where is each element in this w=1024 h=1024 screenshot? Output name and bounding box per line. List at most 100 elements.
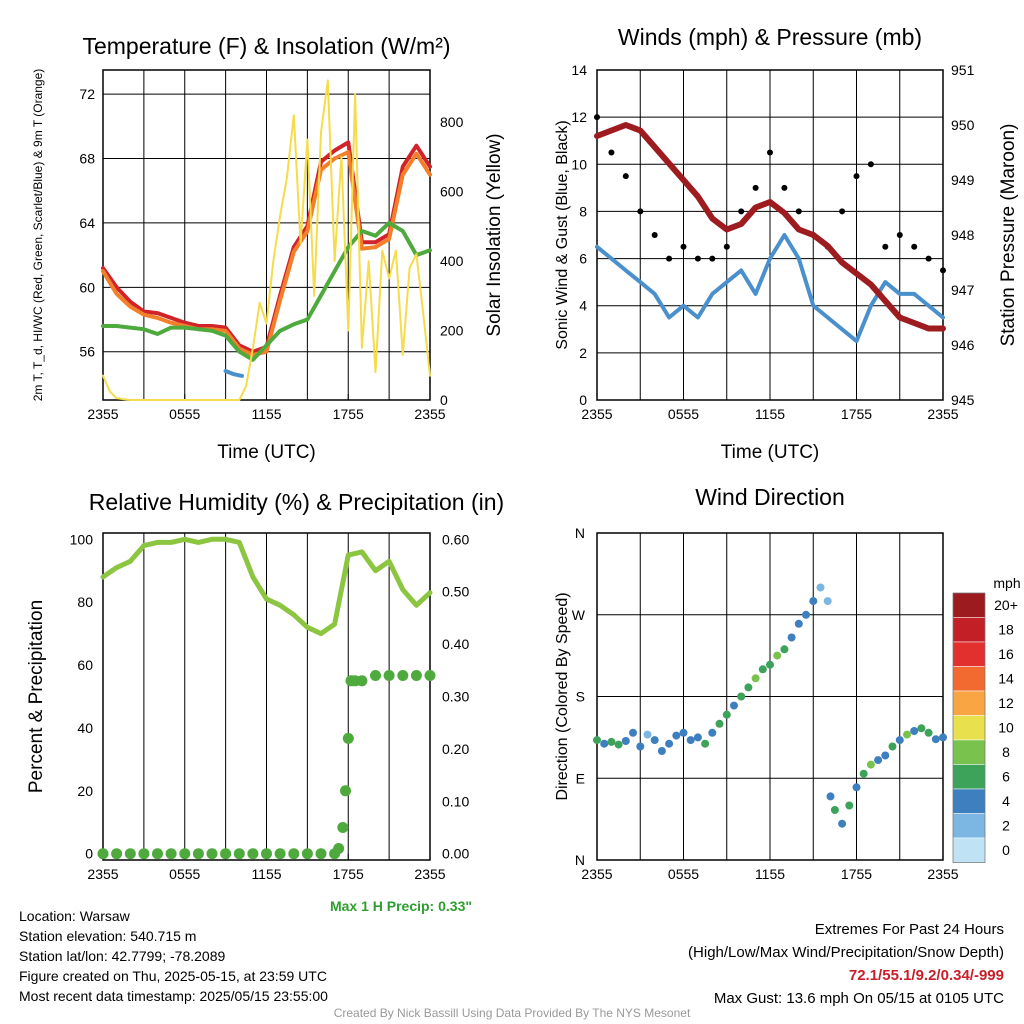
direction-point	[794, 619, 803, 628]
direction-point	[744, 683, 753, 692]
x-tick-label: 0555	[169, 866, 200, 882]
colorbar-swatch	[952, 788, 986, 814]
colorbar-swatch	[952, 764, 986, 790]
gust-point	[608, 149, 615, 156]
wind-series-line	[594, 122, 946, 332]
colorbar-unit: mph	[993, 575, 1020, 591]
x-tick-label: 1155	[755, 406, 785, 422]
x-tick-label: 2355	[414, 406, 445, 422]
y-tick-label: 60	[79, 279, 95, 295]
direction-point	[787, 633, 796, 642]
gust-point	[867, 161, 874, 168]
y-tick-label: 64	[79, 215, 95, 231]
extremes-panel: Extremes For Past 24 Hours (High/Low/Max…	[688, 918, 1004, 1010]
direction-point	[931, 735, 940, 744]
y2-tick-label: 947	[951, 282, 975, 298]
colorbar-label: 10	[998, 720, 1014, 736]
x-tick-label: 1155	[251, 406, 281, 422]
y2-tick-label: 945	[951, 392, 975, 408]
wind-series-line	[595, 233, 945, 344]
precip-point	[179, 848, 191, 860]
gust-point	[694, 255, 701, 262]
precip-annotation: Max 1 H Precip: 0.33"	[330, 898, 472, 914]
y-tick-label: 20	[77, 783, 93, 799]
precip-point	[315, 848, 327, 860]
y-tick-label: 60	[77, 657, 93, 673]
direction-point	[766, 660, 774, 669]
gust-point	[781, 184, 788, 191]
temp-series-line	[223, 369, 244, 378]
y2-tick-label: 949	[951, 172, 975, 188]
gust-point	[666, 255, 673, 262]
direction-point	[852, 783, 861, 792]
x-tick-label: 2355	[87, 866, 118, 882]
figure-created: Figure created on Thu, 2025-05-15, at 23…	[19, 968, 327, 984]
precip-point	[138, 848, 150, 860]
y2-tick-label: 946	[951, 337, 975, 353]
precip-point	[261, 848, 272, 860]
x-axis-label: Time (UTC)	[217, 442, 316, 463]
extremes-subtitle: (High/Low/Max Wind/Precipitation/Snow De…	[688, 944, 1004, 961]
direction-point	[600, 739, 609, 748]
precip-point	[111, 848, 123, 860]
precip-point	[342, 732, 354, 744]
station-elevation: Station elevation: 540.715 m	[19, 928, 197, 944]
direction-point	[924, 728, 933, 737]
colorbar-label: 0	[1002, 842, 1010, 858]
direction-point	[593, 736, 601, 745]
direction-point	[650, 736, 659, 745]
colorbar-swatch	[952, 592, 986, 618]
y2-tick-label: 0.10	[442, 793, 469, 809]
direction-point	[838, 819, 847, 828]
y-tick-label: 6	[579, 251, 587, 267]
colorbar-label: 18	[998, 622, 1014, 638]
direction-point	[809, 597, 818, 606]
direction-point	[874, 756, 883, 765]
direction-point	[730, 701, 738, 710]
y-tick-label: 14	[571, 62, 587, 78]
direction-point	[881, 751, 890, 760]
y-tick-label: 80	[77, 594, 93, 610]
direction-point	[917, 724, 926, 733]
y2-tick-label: 0.00	[442, 846, 469, 862]
direction-point	[816, 583, 825, 592]
gust-point	[853, 173, 860, 180]
y2-tick-label: 0.30	[442, 689, 469, 705]
y2-tick-label: 0.40	[442, 636, 469, 652]
x-tick-label: 1155	[755, 866, 785, 882]
x-tick-label: 2355	[927, 406, 958, 422]
y-tick-label: 0	[85, 846, 93, 862]
extremes-title: Extremes For Past 24 Hours	[814, 921, 1004, 938]
direction-point	[780, 645, 789, 654]
direction-point	[859, 769, 868, 778]
y2-tick-label: 0.60	[442, 531, 469, 547]
direction-point	[773, 651, 782, 660]
y2-axis-label: Station Pressure (Maroon)	[998, 124, 1019, 347]
y2-tick-label: 200	[440, 323, 464, 339]
direction-point	[693, 733, 702, 742]
gust-point	[795, 208, 802, 215]
chart-title: Wind Direction	[695, 484, 845, 510]
precip-point	[274, 848, 286, 860]
direction-point	[607, 737, 616, 746]
gust-point	[723, 243, 730, 250]
precip-point	[424, 670, 436, 681]
precip-point	[97, 848, 109, 860]
gust-point	[637, 208, 644, 215]
most-recent-timestamp: Most recent data timestamp: 2025/05/15 2…	[19, 988, 328, 1004]
precip-point	[288, 848, 300, 860]
direction-point	[802, 610, 810, 619]
y2-axis-label: Solar Insolation (Yellow)	[484, 133, 505, 336]
x-tick-label: 2355	[87, 406, 118, 422]
station-location: Location: Warsaw	[19, 908, 130, 924]
colorbar-swatch	[952, 666, 986, 692]
direction-point	[888, 742, 897, 751]
y-tick-label: 4	[579, 298, 587, 314]
y-tick-label: 10	[571, 156, 587, 172]
colorbar-label: 4	[1002, 793, 1010, 809]
colorbar-label: 8	[1002, 744, 1010, 760]
y-axis-label: Sonic Wind & Gust (Blue, Black)	[554, 120, 571, 349]
precip-point	[192, 848, 204, 860]
direction-point	[665, 739, 674, 748]
gust-point	[911, 243, 918, 250]
